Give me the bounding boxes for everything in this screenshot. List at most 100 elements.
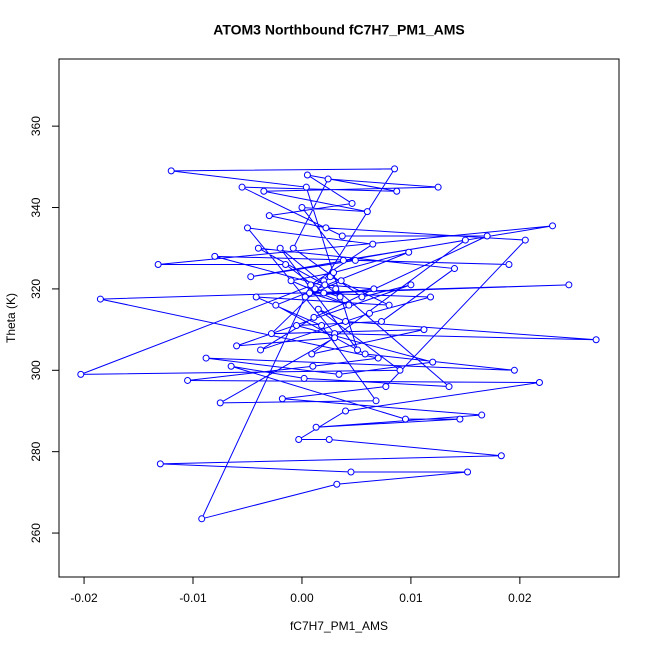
data-point: [361, 350, 369, 358]
data-point: [338, 232, 346, 240]
y-tick-label: 360: [29, 116, 43, 136]
data-point: [287, 277, 295, 285]
data-point: [247, 273, 255, 281]
data-point: [342, 317, 350, 325]
data-point: [450, 265, 458, 273]
data-point: [300, 374, 308, 382]
data-point: [301, 293, 309, 301]
data-point: [377, 317, 385, 325]
y-tick-label: 260: [29, 523, 43, 543]
data-point: [354, 346, 362, 354]
data-point: [156, 460, 164, 468]
data-point: [211, 252, 219, 260]
data-point: [227, 362, 235, 370]
chart-title: ATOM3 Northbound fC7H7_PM1_AMS: [213, 22, 465, 38]
data-point: [272, 301, 280, 309]
data-point: [331, 334, 339, 342]
data-point: [549, 222, 557, 230]
data-point: [342, 407, 350, 415]
data-point: [324, 175, 332, 183]
data-point: [370, 285, 378, 293]
data-point: [535, 378, 543, 386]
x-axis-label: fC7H7_PM1_AMS: [290, 619, 388, 633]
data-point: [233, 342, 241, 350]
data-point: [318, 322, 326, 330]
data-point: [302, 183, 310, 191]
data-point: [267, 330, 275, 338]
data-point: [77, 370, 85, 378]
data-point: [429, 358, 437, 366]
data-point: [276, 244, 284, 252]
x-tick-label: 0.02: [508, 591, 532, 605]
data-point: [372, 397, 380, 405]
data-point: [320, 289, 328, 297]
x-tick-label: 0.00: [290, 591, 314, 605]
data-point: [298, 204, 306, 212]
data-point: [322, 224, 330, 232]
data-point: [401, 415, 409, 423]
data-point: [309, 362, 317, 370]
y-tick-label: 340: [29, 197, 43, 217]
plot-frame: [58, 58, 620, 578]
y-axis-label: Theta (K): [4, 293, 18, 343]
data-point: [325, 435, 333, 443]
data-point: [510, 366, 518, 374]
data-point: [345, 301, 353, 309]
data-point: [497, 452, 505, 460]
data-point: [505, 260, 513, 268]
data-point: [420, 326, 428, 334]
data-point: [184, 376, 192, 384]
data-point: [382, 383, 390, 391]
data-point: [312, 423, 320, 431]
data-point: [216, 399, 224, 407]
x-tick-label: 0.01: [399, 591, 423, 605]
data-point: [337, 277, 345, 285]
y-tick-label: 320: [29, 279, 43, 299]
data-point: [303, 171, 311, 179]
data-point: [306, 289, 314, 297]
data-point: [464, 468, 472, 476]
data-point: [347, 468, 355, 476]
data-point: [295, 435, 303, 443]
data-point: [483, 232, 491, 240]
data-point: [391, 165, 399, 173]
data-point: [333, 480, 341, 488]
data-point: [461, 236, 469, 244]
data-point: [351, 256, 359, 264]
data-point: [282, 260, 290, 268]
data-point: [396, 366, 404, 374]
data-point: [358, 293, 366, 301]
data-point: [167, 167, 175, 175]
data-point: [289, 244, 297, 252]
data-point: [278, 395, 286, 403]
data-point: [307, 281, 315, 289]
data-point: [96, 295, 104, 303]
data-point: [592, 336, 600, 344]
data-point: [335, 370, 343, 378]
data-point: [348, 199, 356, 207]
data-point: [254, 244, 262, 252]
data-point: [385, 301, 393, 309]
data-point: [434, 183, 442, 191]
data-point: [330, 269, 338, 277]
data-point: [260, 187, 268, 195]
data-point: [238, 183, 246, 191]
data-point: [478, 411, 486, 419]
data-point: [308, 350, 316, 358]
data-point: [521, 236, 529, 244]
data-point: [198, 515, 206, 523]
data-point: [311, 285, 319, 293]
data-point: [314, 305, 322, 313]
data-point: [369, 240, 377, 248]
data-point: [336, 293, 344, 301]
data-point: [265, 212, 273, 220]
data-point: [565, 281, 573, 289]
y-tick-label: 300: [29, 360, 43, 380]
data-point: [445, 383, 453, 391]
data-point: [257, 346, 265, 354]
data-point: [374, 354, 382, 362]
x-tick-label: -0.01: [179, 591, 207, 605]
data-point: [363, 208, 371, 216]
data-point: [407, 281, 415, 289]
